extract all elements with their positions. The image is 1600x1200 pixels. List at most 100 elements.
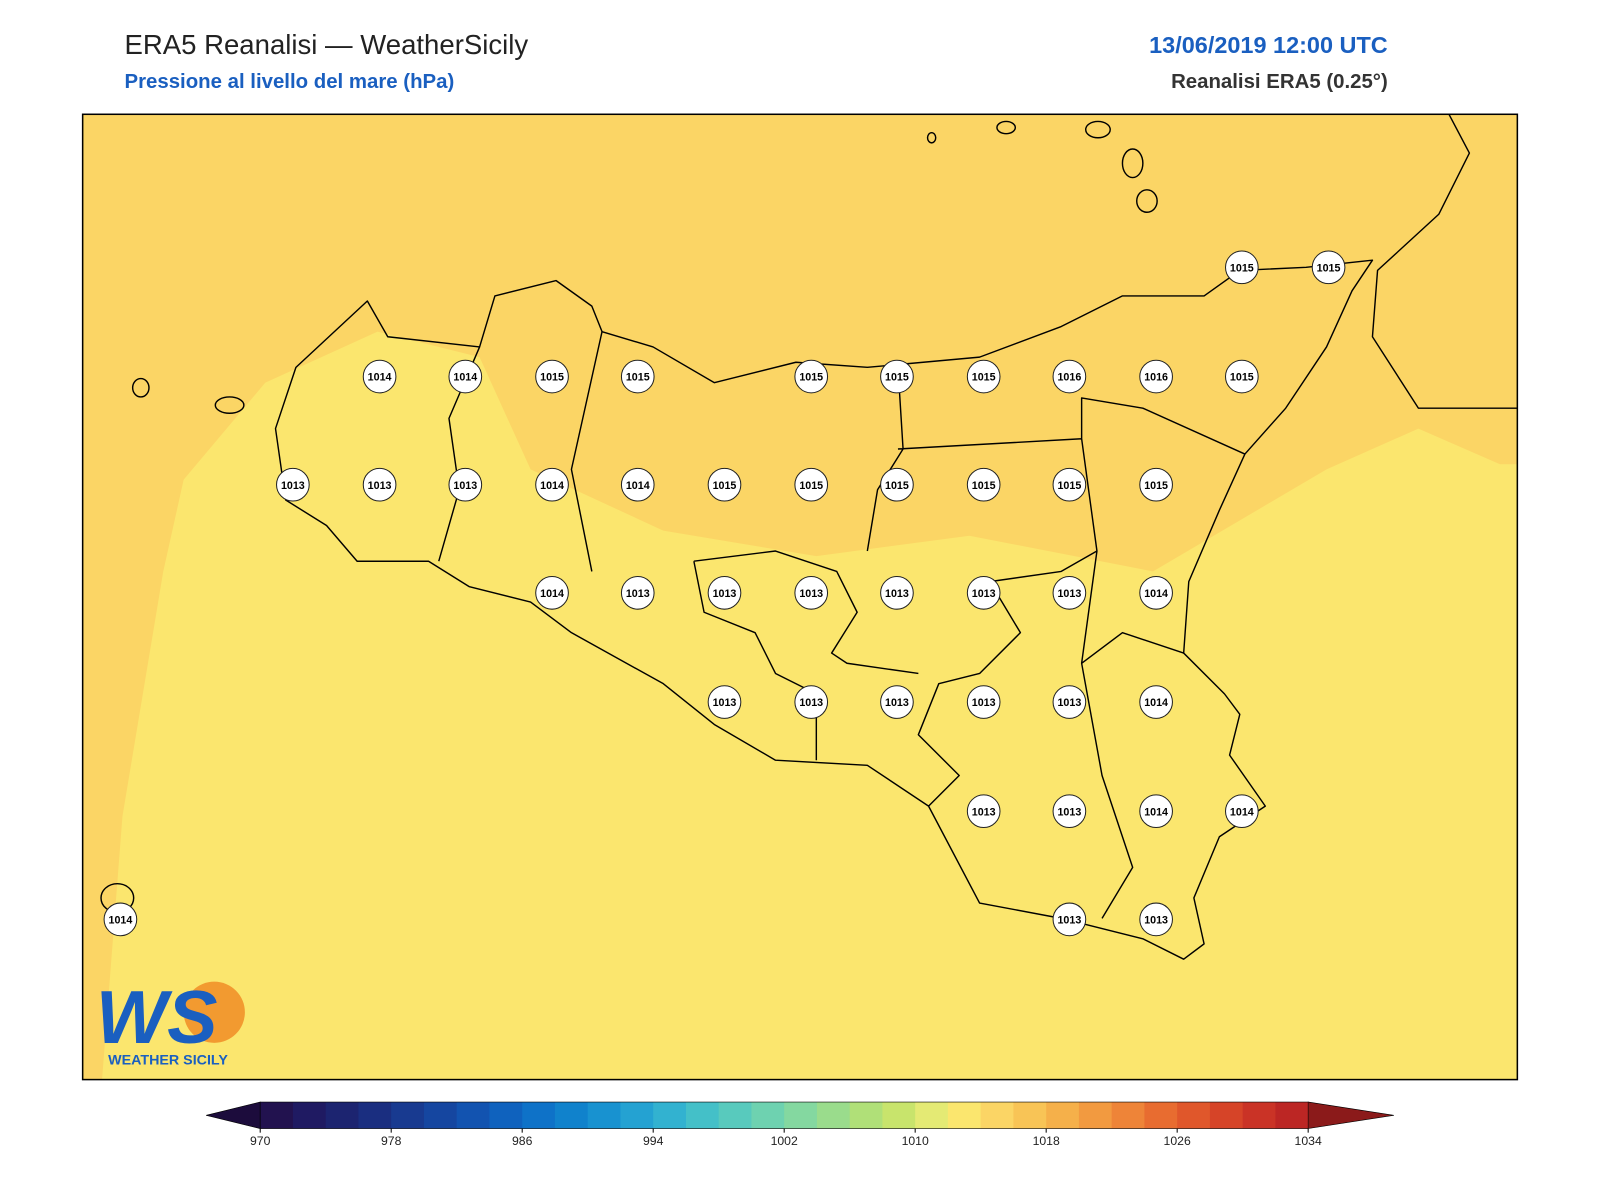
colorbar-segment [391,1102,425,1129]
map-area: 1015 1015 1014 1014 1015 1015 1015 1015 1015 1016… [81,113,1519,1081]
colorbar-over [1307,1101,1394,1129]
station-marker [707,467,742,502]
station-value: 1013 [885,697,909,709]
station-marker [707,685,742,719]
station-value: 1013 [453,480,477,492]
station-marker [1139,467,1173,502]
station-value: 1013 [972,806,996,818]
station-value: 1015 [540,372,564,384]
station-value: 1015 [1144,480,1168,492]
station-value: 1015 [885,480,909,492]
station-marker [1225,794,1259,829]
station-value: 1013 [885,588,909,600]
station-value: 1015 [1057,480,1081,492]
station-value: 1013 [281,480,305,492]
station-value: 1013 [1144,914,1168,926]
colorbar-segment [849,1102,883,1129]
station-marker [535,576,569,610]
station-value: 1014 [1230,806,1254,818]
station-marker [1139,359,1173,394]
station-marker [362,359,397,394]
station-value: 1014 [1144,806,1168,818]
field-high [82,114,1518,1080]
colorbar-segment [620,1102,654,1129]
station-value: 1013 [1057,697,1081,709]
colorbar-tick-label: 1018 [1033,1134,1060,1148]
station-value: 1014 [453,372,477,384]
station-value: 1015 [1317,262,1341,274]
station-marker [966,685,1001,719]
colorbar-segment [685,1102,720,1129]
title: ERA5 Reanalisi — WeatherSicily [124,29,528,60]
island [926,131,937,144]
colorbar-tick-label: 994 [643,1134,664,1148]
colorbar-segment [489,1102,523,1129]
colorbar: 970 978 986 994 1002 1010 1018 1026 1034 [206,1101,1394,1148]
station-value: 1013 [713,588,737,600]
colorbar-tick-label: 970 [250,1134,271,1148]
colorbar-under [206,1101,261,1129]
station-value: 1014 [1144,588,1168,600]
station-value: 1015 [799,480,823,492]
station-marker [448,467,483,502]
station-value: 1014 [626,480,650,492]
colorbar-segment [423,1102,458,1129]
colorbar-segment [358,1102,392,1129]
station-marker [1052,685,1087,719]
island [996,120,1017,135]
colorbar-segment [653,1102,687,1129]
calabria-coast [1371,113,1518,409]
colorbar-segment [522,1102,556,1129]
colorbar-tick-label: 978 [381,1134,402,1148]
colorbar-segment [915,1102,949,1129]
stations: 1015 1015 1014 1014 1015 1015 1015 1015 1015 1016… [103,250,1346,937]
colorbar-segment [947,1102,982,1129]
station-value: 1014 [368,372,392,384]
colorbar-segment [980,1102,1014,1129]
colorbar-segment [1209,1102,1244,1129]
station-marker [620,467,655,502]
station-value: 1015 [713,480,737,492]
colorbar-segment [751,1102,785,1129]
station-marker [966,467,1001,502]
station-value: 1016 [1144,372,1168,384]
station-marker [362,467,397,502]
station-value: 1014 [109,914,133,926]
station-marker [103,902,138,937]
colorbar-segment [1078,1102,1113,1129]
island [1136,189,1158,213]
station-marker [1139,794,1173,829]
station-value: 1015 [972,480,996,492]
station-value: 1015 [885,372,909,384]
colorbar-segment [1275,1102,1309,1129]
colorbar-segment [325,1102,359,1129]
station-value: 1013 [1057,588,1081,600]
colorbar-segment [1046,1102,1080,1129]
station-marker [794,576,829,610]
colorbar-tick-label: 1034 [1295,1134,1322,1148]
station-value: 1013 [1057,806,1081,818]
colorbar-segment [554,1102,589,1129]
station-marker [1139,685,1173,719]
station-value: 1013 [972,697,996,709]
station-marker [1311,250,1346,285]
station-marker [1052,902,1087,937]
logo-sun [183,981,245,1043]
station-value: 1015 [799,372,823,384]
station-value: 1014 [1144,697,1168,709]
station-marker [620,359,655,394]
station-value: 1015 [972,372,996,384]
station-marker [880,467,914,502]
station-marker [966,576,1001,610]
logo-name: WEATHER SICILY [108,1052,228,1068]
logo-mark: WS [96,976,218,1060]
island [1121,148,1144,179]
colorbar-tick-label: 1002 [771,1134,798,1148]
station-value: 1015 [1230,372,1254,384]
station-marker [1225,359,1259,394]
colorbar-segment [718,1102,752,1129]
station-value: 1013 [626,588,650,600]
station-marker [966,794,1001,829]
island [1085,120,1111,139]
